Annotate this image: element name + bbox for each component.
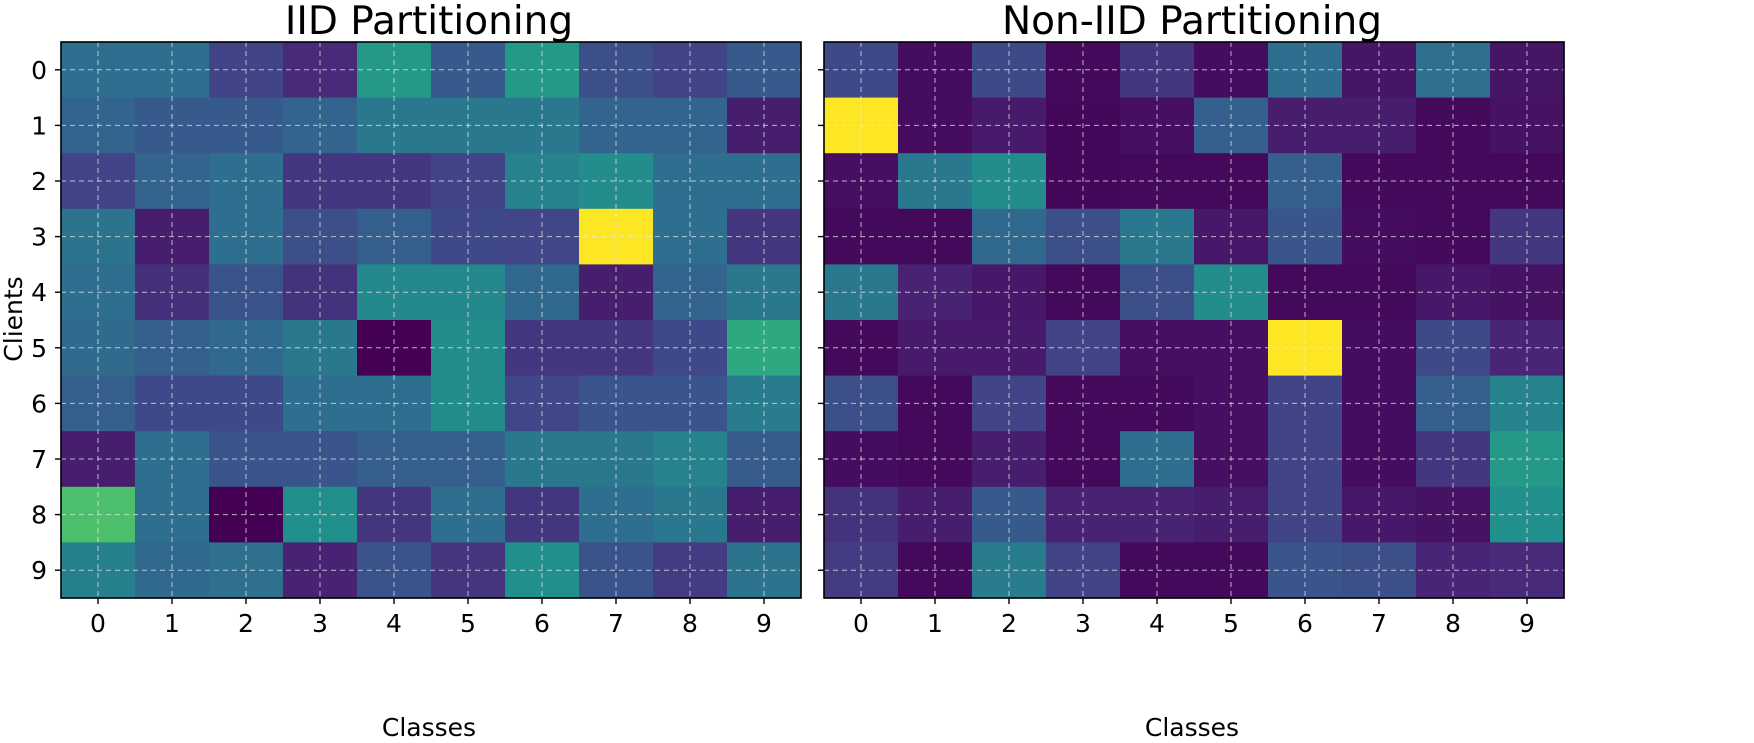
non-iid-x-tick-label-7: 7 xyxy=(1371,609,1387,638)
non-iid-frame xyxy=(823,41,1565,599)
iid-frame xyxy=(60,41,802,599)
iid-y-tick-label-3: 3 xyxy=(31,223,47,252)
iid-x-tick-label-5: 5 xyxy=(460,609,476,638)
non-iid-heatmap-panel: 0 1 2 3 4 5 6 7 8 9 xyxy=(818,41,1565,638)
non-iid-x-tick-label-4: 4 xyxy=(1149,609,1165,638)
non-iid-x-axis-label: Classes xyxy=(1145,713,1239,742)
iid-x-tick-label-6: 6 xyxy=(534,609,550,638)
iid-x-axis-label: Classes xyxy=(382,713,476,742)
iid-y-tick-label-5: 5 xyxy=(31,334,47,363)
iid-x-tick-label-2: 2 xyxy=(238,609,254,638)
iid-y-tick-label-2: 2 xyxy=(31,167,47,196)
iid-y-tick-label-7: 7 xyxy=(31,445,47,474)
y-axis-label: Clients xyxy=(0,276,28,361)
iid-x-tick-label-0: 0 xyxy=(90,609,106,638)
iid-x-tick-label-9: 9 xyxy=(756,609,772,638)
non-iid-chart-title: Non-IID Partitioning xyxy=(1002,0,1382,44)
non-iid-x-tick-label-9: 9 xyxy=(1519,609,1535,638)
iid-x-tick-label-1: 1 xyxy=(164,609,180,638)
iid-y-tick-label-1: 1 xyxy=(31,111,47,140)
iid-y-tick-label-0: 0 xyxy=(31,56,47,85)
iid-y-tick-label-8: 8 xyxy=(31,501,47,530)
non-iid-x-tick-label-5: 5 xyxy=(1223,609,1239,638)
iid-heatmap-panel: 0 1 2 3 4 5 6 7 8 9 0 1 2 3 4 5 6 7 8 9 xyxy=(31,41,802,638)
iid-y-tick-label-9: 9 xyxy=(31,556,47,585)
iid-x-tick-label-4: 4 xyxy=(386,609,402,638)
iid-y-tick-label-6: 6 xyxy=(31,389,47,418)
non-iid-x-tick-label-1: 1 xyxy=(927,609,943,638)
non-iid-x-tick-label-2: 2 xyxy=(1001,609,1017,638)
iid-x-tick-label-3: 3 xyxy=(312,609,328,638)
iid-y-tick-label-4: 4 xyxy=(31,278,47,307)
iid-chart-title: IID Partitioning xyxy=(285,0,573,44)
non-iid-x-tick-label-6: 6 xyxy=(1297,609,1313,638)
iid-x-tick-label-8: 8 xyxy=(682,609,698,638)
iid-x-tick-label-7: 7 xyxy=(608,609,624,638)
non-iid-x-tick-label-3: 3 xyxy=(1075,609,1091,638)
non-iid-x-tick-label-8: 8 xyxy=(1445,609,1461,638)
non-iid-x-tick-label-0: 0 xyxy=(853,609,869,638)
